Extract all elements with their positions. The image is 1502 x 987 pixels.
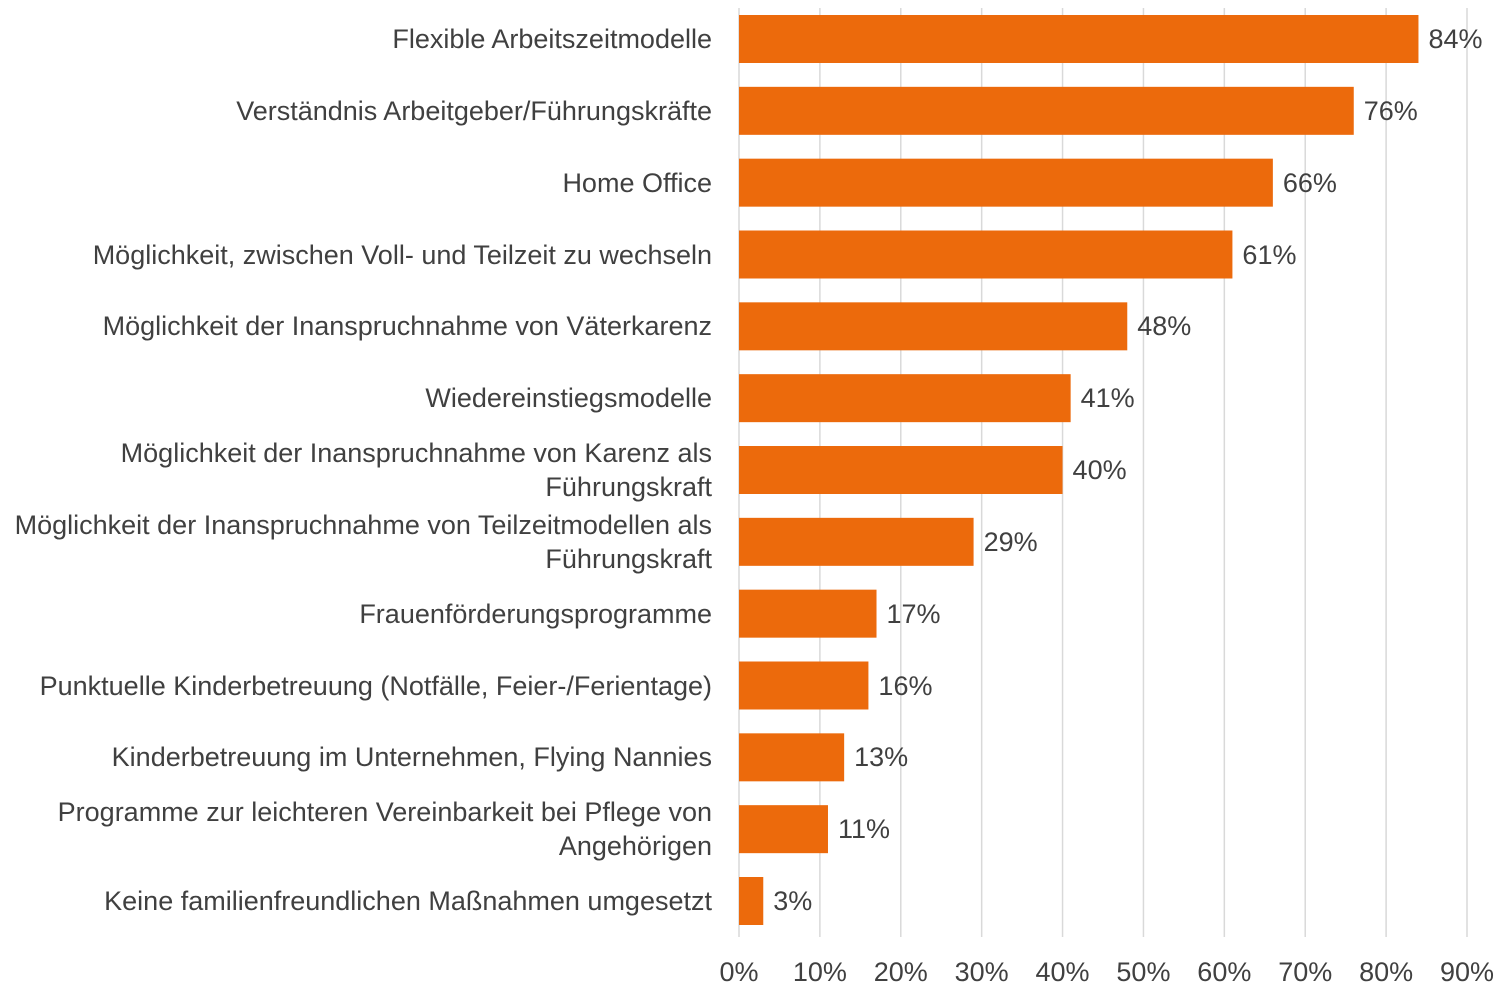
- x-tick-label: 20%: [873, 957, 928, 987]
- bar: [739, 302, 1128, 351]
- value-label: 66%: [1282, 167, 1337, 198]
- value-label: 11%: [837, 814, 891, 845]
- category-label: Frauenförderungsprogramme: [359, 598, 712, 629]
- category-label: Flexible Arbeitszeitmodelle: [392, 24, 712, 54]
- category-label: Kinderbetreuung im Unternehmen, Flying N…: [111, 742, 712, 773]
- value-label: 48%: [1137, 311, 1192, 342]
- value-label: 76%: [1363, 95, 1418, 126]
- x-tick-label: 90%: [1439, 957, 1495, 987]
- value-label: 61%: [1242, 239, 1297, 270]
- category-label: Home Office: [562, 167, 712, 198]
- category-label: Möglichkeit der Inanspruchnahme von Teil…: [14, 509, 712, 574]
- x-tick-label: 10%: [792, 957, 847, 987]
- x-tick-label: 60%: [1197, 957, 1252, 987]
- category-label: Möglichkeit, zwischen Voll- und Teilzeit…: [92, 239, 712, 270]
- x-tick-label: 40%: [1035, 957, 1090, 987]
- category-label: Keine familienfreundlichen Maßnahmen umg…: [104, 886, 712, 916]
- bar: [739, 374, 1071, 423]
- x-tick-label: 30%: [954, 957, 1009, 987]
- value-label: 3%: [773, 886, 813, 916]
- value-label: 13%: [854, 742, 909, 773]
- category-label: Verständnis Arbeitgeber/Führungskräfte: [236, 95, 712, 126]
- bar: [739, 877, 764, 925]
- bar: [739, 446, 1063, 494]
- bar: [739, 158, 1273, 207]
- value-label: 84%: [1428, 24, 1483, 54]
- bar: [739, 733, 845, 782]
- x-tick-label: 80%: [1359, 957, 1414, 987]
- value-label: 16%: [878, 670, 933, 701]
- category-label: Programme zur leichteren Vereinbarkeit b…: [57, 797, 712, 862]
- category-label: Möglichkeit der Inanspruchnahme von Väte…: [102, 311, 712, 342]
- bar: [739, 230, 1233, 279]
- bar: [739, 517, 974, 566]
- bar: [739, 86, 1354, 135]
- bar: [739, 15, 1419, 63]
- category-label: Punktuelle Kinderbetreuung (Notfälle, Fe…: [39, 670, 712, 701]
- x-tick-label: 50%: [1116, 957, 1171, 987]
- bar: [739, 805, 828, 854]
- value-label: 41%: [1080, 383, 1135, 414]
- category-label: Möglichkeit der Inanspruchnahme von Kare…: [120, 438, 712, 502]
- x-tick-label: 70%: [1278, 957, 1333, 987]
- value-label: 17%: [886, 598, 941, 629]
- x-tick-label: 0%: [719, 957, 759, 987]
- bar: [739, 589, 877, 638]
- value-label: 29%: [983, 526, 1038, 557]
- value-label: 40%: [1072, 455, 1127, 485]
- bar: [739, 661, 869, 710]
- category-label: Wiedereinstiegsmodelle: [425, 383, 712, 414]
